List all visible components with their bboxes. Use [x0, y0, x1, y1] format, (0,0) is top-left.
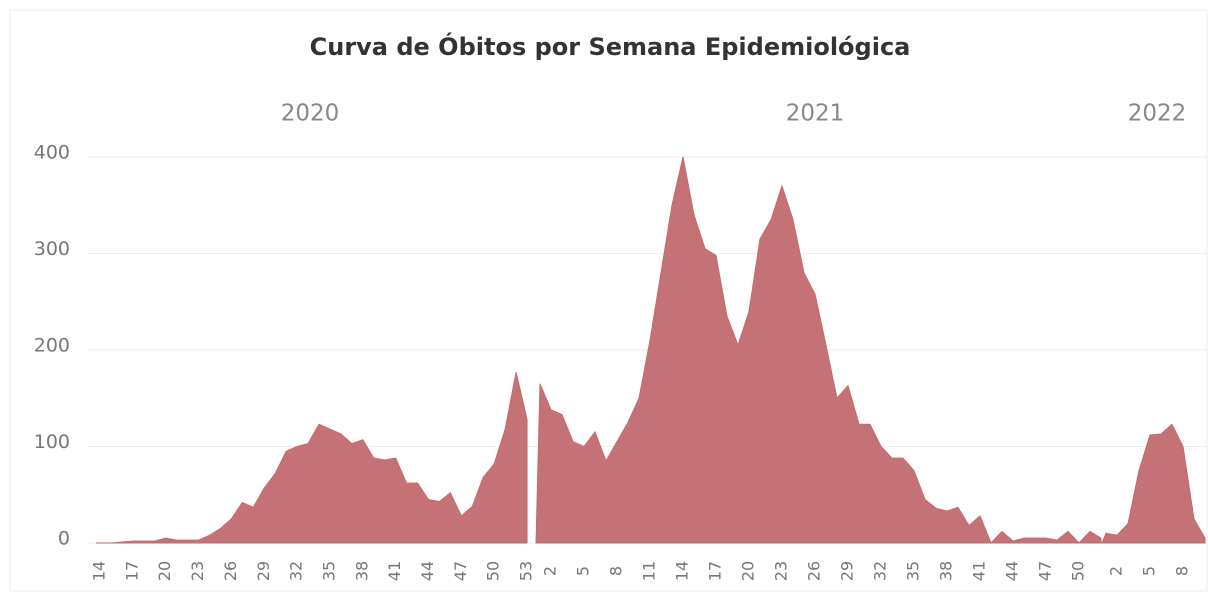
x-tick-label: 32: [287, 561, 306, 581]
x-tick-label: 29: [838, 561, 857, 581]
x-tick-label: 35: [904, 561, 923, 581]
x-tick-label: 44: [1003, 561, 1022, 581]
x-tick-label: 35: [319, 561, 338, 581]
x-tick-label: 20: [155, 561, 174, 581]
panel-title: 2022: [1128, 101, 1187, 127]
x-tick-label: 2: [1107, 566, 1126, 576]
x-tick-label: 41: [970, 561, 989, 581]
y-tick-label: 100: [34, 431, 70, 453]
x-tick-label: 38: [937, 561, 956, 581]
x-tick-label: 14: [90, 561, 109, 581]
panel-title: 2020: [281, 101, 340, 127]
y-tick-label: 200: [34, 335, 70, 357]
x-tick-label: 8: [607, 566, 626, 576]
x-tick-label: 38: [352, 561, 371, 581]
x-tick-label: 20: [739, 561, 758, 581]
x-tick-label: 29: [254, 561, 273, 581]
x-tick-label: 53: [517, 561, 536, 581]
x-tick-label: 41: [385, 561, 404, 581]
y-tick-label: 0: [58, 528, 70, 550]
x-tick-label: 44: [418, 561, 437, 581]
x-tick-label: 8: [1173, 566, 1192, 576]
x-tick-label: 23: [188, 561, 207, 581]
x-tick-label: 47: [1036, 561, 1055, 581]
panel-title: 2021: [786, 101, 845, 127]
chart-title: Curva de Óbitos por Semana Epidemiológic…: [310, 31, 911, 61]
x-tick-label: 14: [673, 561, 692, 581]
x-tick-label: 11: [640, 561, 659, 581]
area: [1101, 423, 1206, 544]
frame: [9, 9, 1208, 592]
y-tick-label: 300: [34, 238, 70, 260]
x-tick-label: 23: [772, 561, 791, 581]
x-tick-label: 26: [221, 561, 240, 581]
x-tick-label: 50: [1069, 561, 1088, 581]
x-tick-label: 5: [1140, 566, 1159, 576]
x-tick-label: 2: [541, 566, 560, 576]
x-tick-label: 47: [451, 561, 470, 581]
area: [535, 156, 1102, 544]
x-tick-label: 26: [805, 561, 824, 581]
x-tick-label: 17: [122, 561, 141, 581]
area: [96, 372, 528, 544]
x-tick-label: 32: [871, 561, 890, 581]
x-tick-label: 50: [484, 561, 503, 581]
x-tick-label: 17: [706, 561, 725, 581]
y-tick-label: 400: [34, 142, 70, 164]
x-tick-label: 5: [574, 566, 593, 576]
